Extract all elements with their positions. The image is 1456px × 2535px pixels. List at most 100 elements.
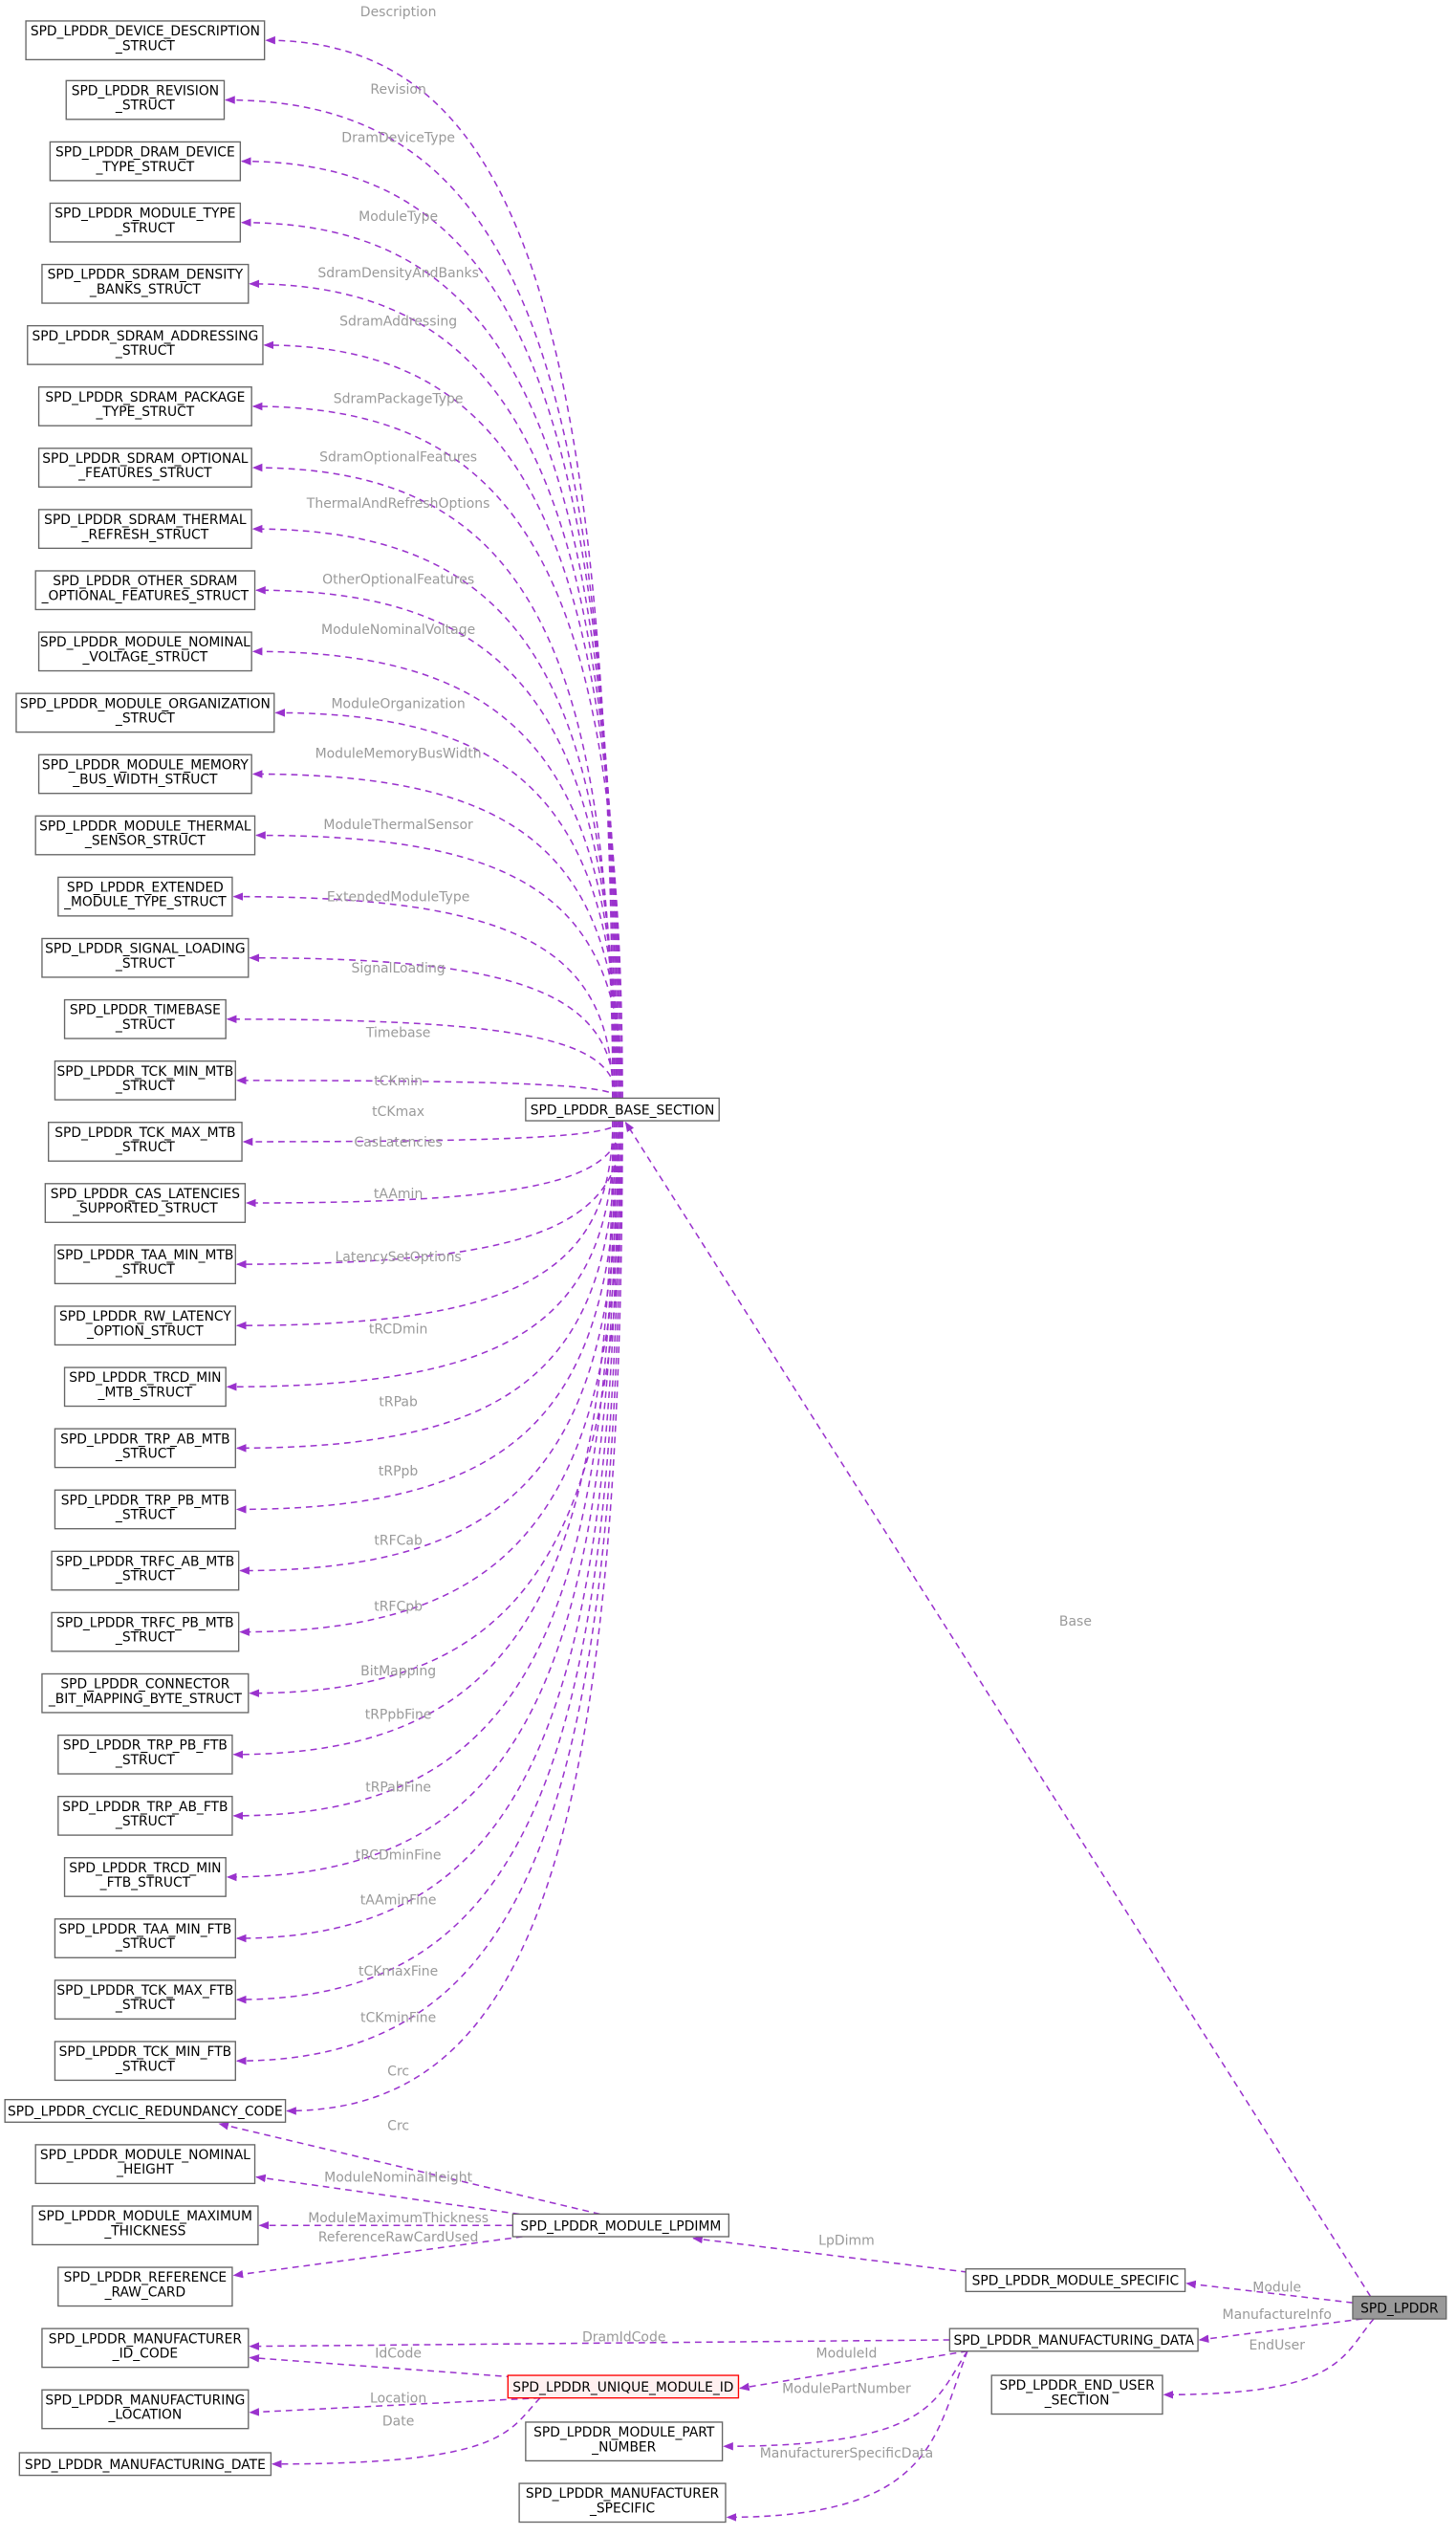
edge-label: ModuleMemoryBusWidth bbox=[315, 747, 482, 762]
node-box bbox=[63, 998, 227, 1039]
node-box bbox=[34, 570, 256, 611]
node-taaf[interactable]: SPD_LPDDR_TAA_MIN_FTB_STRUCT bbox=[54, 1918, 236, 1958]
edge-label: IdCode bbox=[375, 2346, 422, 2361]
node-trppb[interactable]: SPD_LPDDR_TRP_PB_MTB_STRUCT bbox=[54, 1489, 236, 1530]
node-raw[interactable]: SPD_LPDDR_REFERENCE_RAW_CARD bbox=[57, 2266, 233, 2307]
edge-label: tRFCab bbox=[374, 1534, 423, 1549]
node-trfcab[interactable]: SPD_LPDDR_TRFC_AB_MTB_STRUCT bbox=[51, 1550, 240, 1591]
node-conn[interactable]: SPD_LPDDR_CONNECTOR_BIT_MAPPING_BYTE_STR… bbox=[41, 1672, 250, 1714]
node-trfcpb[interactable]: SPD_LPDDR_TRFC_PB_MTB_STRUCT bbox=[51, 1611, 240, 1652]
node-lpdimm[interactable]: SPD_LPDDR_MODULE_LPDIMM bbox=[511, 2213, 730, 2238]
edge-label: EndUser bbox=[1249, 2338, 1305, 2353]
nodes-layer: SPD_LPDDR_DEVICE_DESCRIPTION_STRUCT SPD_L… bbox=[4, 20, 1447, 2524]
edges-layer bbox=[218, 35, 1375, 2522]
edge-base-to-taaf bbox=[235, 1121, 619, 1943]
edge-base-to-bus bbox=[251, 770, 622, 1099]
edge-label: SdramPackageType bbox=[334, 392, 464, 407]
node-label: SPD_LPDDR_TRP_PB_MTB bbox=[61, 1493, 229, 1508]
node-trcd[interactable]: SPD_LPDDR_TRCD_MIN_MTB_STRUCT bbox=[63, 1366, 227, 1408]
node-crc[interactable]: SPD_LPDDR_CYCLIC_REDUNDANCY_CODE bbox=[4, 2099, 287, 2123]
node-other[interactable]: SPD_LPDDR_OTHER_SDRAM_OPTIONAL_FEATURES_… bbox=[34, 570, 256, 611]
node-label: SPD_LPDDR_MANUFACTURING bbox=[45, 2393, 245, 2408]
node-rev[interactable]: SPD_LPDDR_REVISION_STRUCT bbox=[65, 79, 226, 120]
node-label: _STRUCT bbox=[115, 1079, 175, 1094]
node-box bbox=[37, 754, 252, 795]
node-tb[interactable]: SPD_LPDDR_TIMEBASE_STRUCT bbox=[63, 998, 227, 1039]
node-addr[interactable]: SPD_LPDDR_SDRAM_ADDRESSING_STRUCT bbox=[27, 324, 264, 365]
node-bus[interactable]: SPD_LPDDR_MODULE_MEMORY_BUS_WIDTH_STRUCT bbox=[37, 754, 252, 795]
node-enduser[interactable]: SPD_LPDDR_END_USER_SECTION bbox=[990, 2374, 1163, 2415]
node-trcdf[interactable]: SPD_LPDDR_TRCD_MIN_FTB_STRUCT bbox=[63, 1857, 227, 1897]
node-label: SPD_LPDDR_SDRAM_OPTIONAL bbox=[42, 451, 249, 467]
node-date[interactable]: SPD_LPDDR_MANUFACTURING_DATE bbox=[18, 2452, 272, 2477]
edge-label: tCKmax bbox=[372, 1104, 424, 1120]
edge-mfg-to-idcode bbox=[249, 2339, 950, 2350]
node-trpab[interactable]: SPD_LPDDR_TRP_AB_MTB_STRUCT bbox=[54, 1428, 236, 1469]
edge-base-to-tckminf bbox=[235, 1121, 622, 2065]
node-mfg[interactable]: SPD_LPDDR_MANUFACTURING_DATA bbox=[948, 2327, 1199, 2352]
node-label: SPD_LPDDR_TAA_MIN_MTB bbox=[56, 1248, 233, 1263]
node-cas[interactable]: SPD_LPDDR_CAS_LATENCIES_SUPPORTED_STRUCT bbox=[44, 1183, 247, 1223]
node-volt[interactable]: SPD_LPDDR_MODULE_NOMINAL_VOLTAGE_STRUCT bbox=[37, 631, 252, 672]
node-part[interactable]: SPD_LPDDR_MODULE_PART_NUMBER bbox=[525, 2421, 724, 2462]
node-tckmin[interactable]: SPD_LPDDR_TCK_MIN_MTB_STRUCT bbox=[54, 1060, 236, 1101]
node-base[interactable]: SPD_LPDDR_BASE_SECTION bbox=[525, 1097, 720, 1122]
node-box bbox=[990, 2374, 1163, 2415]
node-modtype[interactable]: SPD_LPDDR_MODULE_TYPE_STRUCT bbox=[49, 202, 242, 243]
node-modspec[interactable]: SPD_LPDDR_MODULE_SPECIFIC bbox=[965, 2268, 1186, 2293]
node-ext[interactable]: SPD_LPDDR_EXTENDED_MODULE_TYPE_STRUCT bbox=[57, 876, 233, 917]
node-label: _STRUCT bbox=[115, 1262, 175, 1278]
node-label: SPD_LPDDR_DRAM_DEVICE bbox=[55, 145, 235, 161]
node-tsens[interactable]: SPD_LPDDR_MODULE_THERMAL_SENSOR_STRUCT bbox=[34, 815, 256, 856]
edge-base-to-sig bbox=[249, 953, 616, 1099]
node-box bbox=[511, 2213, 730, 2238]
node-optf[interactable]: SPD_LPDDR_SDRAM_OPTIONAL_FEATURES_STRUCT bbox=[37, 448, 252, 488]
node-tckmax[interactable]: SPD_LPDDR_TCK_MAX_MTB_STRUCT bbox=[48, 1122, 243, 1162]
node-mspec[interactable]: SPD_LPDDR_MANUFACTURER_SPECIFIC bbox=[518, 2482, 727, 2524]
edge-base-to-tckmaxf bbox=[235, 1121, 620, 2004]
node-box bbox=[27, 324, 264, 365]
node-trppbf[interactable]: SPD_LPDDR_TRP_PB_FTB_STRUCT bbox=[57, 1734, 233, 1775]
node-taa[interactable]: SPD_LPDDR_TAA_MIN_MTB_STRUCT bbox=[54, 1244, 236, 1285]
edge-base-to-volt bbox=[251, 647, 619, 1099]
node-idcode[interactable]: SPD_LPDDR_MANUFACTURER_ID_CODE bbox=[41, 2327, 250, 2369]
node-label: _BUS_WIDTH_STRUCT bbox=[72, 773, 218, 788]
node-pkg[interactable]: SPD_LPDDR_SDRAM_PACKAGE_TYPE_STRUCT bbox=[37, 386, 252, 426]
node-trpabf[interactable]: SPD_LPDDR_TRP_AB_FTB_STRUCT bbox=[57, 1795, 233, 1836]
node-label: _SECTION bbox=[1044, 2393, 1110, 2408]
node-org[interactable]: SPD_LPDDR_MODULE_ORGANIZATION_STRUCT bbox=[15, 692, 275, 733]
node-density[interactable]: SPD_LPDDR_SDRAM_DENSITY_BANKS_STRUCT bbox=[41, 263, 250, 304]
node-therm[interactable]: SPD_LPDDR_SDRAM_THERMAL_REFRESH_STRUCT bbox=[37, 509, 252, 550]
edge-mfg-to-part bbox=[723, 2350, 968, 2451]
node-desc[interactable]: SPD_LPDDR_DEVICE_DESCRIPTION_STRUCT bbox=[25, 20, 266, 61]
node-root[interactable]: SPD_LPDDR bbox=[1352, 2295, 1447, 2320]
node-rw[interactable]: SPD_LPDDR_RW_LATENCY_OPTION_STRUCT bbox=[54, 1305, 236, 1346]
edge-label: DramDeviceType bbox=[341, 130, 455, 145]
node-label: SPD_LPDDR_BASE_SECTION bbox=[531, 1103, 715, 1118]
edge-base-to-trfcab bbox=[239, 1121, 620, 1575]
edge-root-to-mfg bbox=[1198, 2318, 1363, 2343]
edge-base-to-trpab bbox=[235, 1121, 618, 1453]
node-box bbox=[37, 386, 252, 426]
edge-label: Module bbox=[1252, 2280, 1301, 2295]
node-box bbox=[525, 2421, 724, 2462]
node-loc[interactable]: SPD_LPDDR_MANUFACTURING_LOCATION bbox=[41, 2389, 250, 2430]
node-label: _RAW_CARD bbox=[104, 2284, 186, 2300]
node-label: SPD_LPDDR bbox=[1360, 2301, 1439, 2316]
node-label: _THICKNESS bbox=[103, 2223, 185, 2239]
edge-lpdimm-to-crc bbox=[218, 2122, 600, 2216]
node-box bbox=[37, 631, 252, 672]
edge-label: Crc bbox=[387, 2064, 409, 2079]
node-tckminf[interactable]: SPD_LPDDR_TCK_MIN_FTB_STRUCT bbox=[54, 2041, 236, 2082]
edge-label: tRPpb bbox=[379, 1464, 419, 1479]
node-uid[interactable]: SPD_LPDDR_UNIQUE_MODULE_ID bbox=[507, 2374, 740, 2399]
node-dram[interactable]: SPD_LPDDR_DRAM_DEVICE_TYPE_STRUCT bbox=[49, 141, 242, 182]
node-label: _STRUCT bbox=[115, 1446, 175, 1461]
edge-label: ManufacturerSpecificData bbox=[760, 2446, 934, 2461]
node-thick[interactable]: SPD_LPDDR_MODULE_MAXIMUM_THICKNESS bbox=[32, 2205, 259, 2246]
edge-label: SdramDensityAndBanks bbox=[317, 266, 479, 281]
node-tckmaxf[interactable]: SPD_LPDDR_TCK_MAX_FTB_STRUCT bbox=[54, 1979, 236, 2021]
node-height[interactable]: SPD_LPDDR_MODULE_NOMINAL_HEIGHT bbox=[34, 2144, 256, 2185]
node-sig[interactable]: SPD_LPDDR_SIGNAL_LOADING_STRUCT bbox=[41, 937, 250, 978]
node-label: _STRUCT bbox=[115, 1017, 175, 1033]
